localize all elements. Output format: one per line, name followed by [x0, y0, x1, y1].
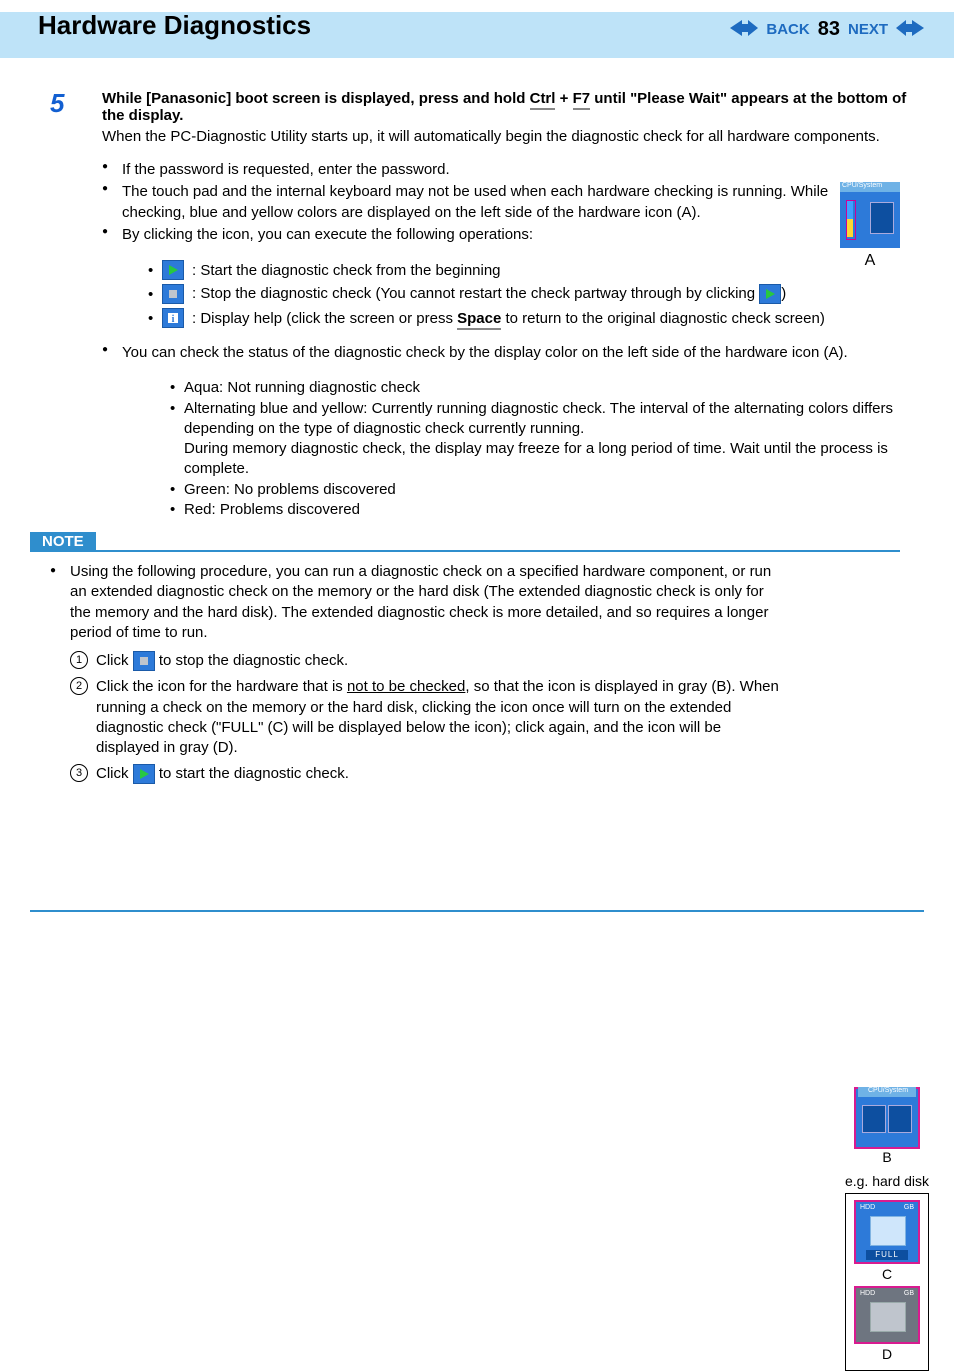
bullet-2: The touch pad and the internal keyboard …	[102, 182, 842, 223]
note-para: Using the following procedure, you can r…	[50, 562, 786, 643]
status-aqua: Aqua: Not running diagnostic check	[170, 378, 924, 398]
right-column: CPU/System B e.g. hard disk HDDGB FULL C…	[834, 1087, 940, 1371]
page-title: Hardware Diagnostics	[38, 10, 311, 41]
status-red: Red: Problems discovered	[170, 500, 924, 520]
arrow-right-icon[interactable]	[896, 20, 924, 40]
icon-op-list: : Start the diagnostic check from the be…	[142, 260, 924, 328]
tile-b: CPU/System	[854, 1087, 920, 1149]
label-c: C	[852, 1266, 922, 1282]
step-sub: When the PC-Diagnostic Utility starts up…	[102, 128, 924, 145]
status-green: Green: No problems discovered	[170, 480, 924, 500]
num-3: 3 Click to start the diagnostic check.	[70, 764, 786, 784]
kbd-space: Space	[457, 310, 501, 330]
underline-text: not to be checked	[347, 678, 465, 695]
tile-bar: CPU/System	[840, 182, 900, 192]
tile-c: HDDGB FULL	[854, 1200, 920, 1264]
back-link[interactable]: BACK	[766, 21, 809, 38]
note-rule-top	[30, 550, 900, 552]
tile-d: HDDGB	[854, 1286, 920, 1344]
note-body: Using the following procedure, you can r…	[50, 562, 786, 785]
play-icon[interactable]	[162, 260, 184, 280]
eg-label: e.g. hard disk	[834, 1173, 940, 1189]
hw-icon-a: CPU/System A	[838, 190, 902, 270]
note-label: NOTE	[30, 532, 96, 551]
plus: +	[555, 90, 572, 107]
step-heading: While [Panasonic] boot screen is display…	[102, 90, 924, 124]
t: : Stop the diagnostic check (You cannot …	[192, 284, 786, 304]
stop-icon[interactable]	[162, 284, 184, 304]
play-icon-inline[interactable]	[759, 284, 781, 304]
label-d: D	[852, 1346, 922, 1362]
bullet-4: You can check the status of the diagnost…	[102, 343, 924, 363]
t: : Display help (click the screen or pres…	[192, 310, 825, 327]
arrow-left-icon[interactable]	[730, 20, 758, 40]
page-number: 83	[818, 18, 840, 41]
kbd-ctrl: Ctrl	[530, 90, 556, 110]
status-alt: Alternating blue and yellow: Currently r…	[170, 399, 924, 480]
note-rule-bottom	[30, 910, 924, 912]
t: : Start the diagnostic check from the be…	[192, 262, 501, 279]
num-2: 2 Click the icon for the hardware that i…	[70, 677, 786, 758]
svg-text:i: i	[172, 314, 175, 324]
play-icon-2[interactable]	[133, 764, 155, 784]
next-link[interactable]: NEXT	[848, 21, 888, 38]
content-body: 5 While [Panasonic] boot screen is displ…	[54, 90, 924, 520]
bullet-3: By clicking the icon, you can execute th…	[102, 225, 924, 245]
help-icon[interactable]: i	[162, 308, 184, 328]
cd-frame: HDDGB FULL C HDDGB D	[845, 1193, 929, 1371]
step-number: 5	[50, 88, 64, 119]
kbd-f7: F7	[573, 90, 591, 110]
page-nav: BACK 83 NEXT	[730, 18, 924, 41]
label-b: B	[834, 1149, 940, 1165]
stop-icon-2[interactable]	[133, 651, 155, 671]
t: While [Panasonic] boot screen is display…	[102, 90, 530, 107]
num-1: 1 Click to stop the diagnostic check.	[70, 651, 786, 671]
label-a: A	[838, 252, 902, 270]
bullet-1: If the password is requested, enter the …	[102, 160, 924, 180]
